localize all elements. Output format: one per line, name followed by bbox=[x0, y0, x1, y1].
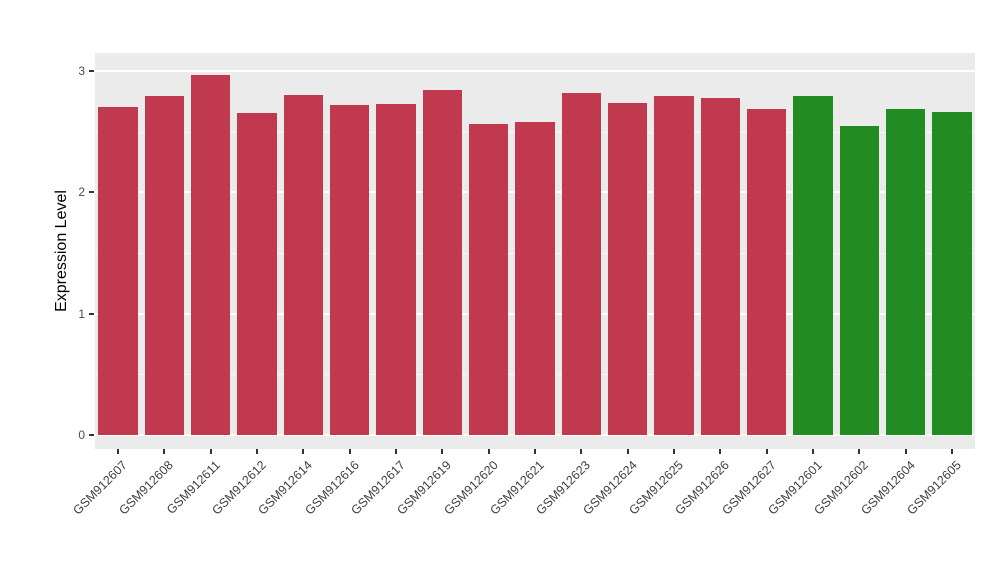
bar bbox=[98, 107, 138, 435]
x-tick-mark bbox=[858, 449, 861, 454]
y-tick-label: 1 bbox=[78, 306, 85, 321]
x-tick-label: GSM912605 bbox=[904, 458, 964, 518]
x-tick-mark bbox=[117, 449, 120, 454]
x-tick-mark bbox=[302, 449, 305, 454]
x-tick-mark bbox=[348, 449, 351, 454]
bar bbox=[330, 104, 370, 435]
bar bbox=[654, 96, 694, 435]
x-tick-label: GSM912627 bbox=[718, 458, 779, 518]
bar bbox=[793, 96, 833, 435]
y-tick-label: 3 bbox=[78, 64, 85, 78]
x-tick-mark bbox=[441, 449, 444, 454]
bar bbox=[885, 108, 926, 435]
bar bbox=[700, 97, 740, 435]
x-tick-mark bbox=[395, 449, 398, 454]
bar bbox=[283, 95, 324, 435]
x-tick-label: GSM912607 bbox=[70, 458, 131, 518]
x-tick-label: GSM912608 bbox=[116, 458, 177, 518]
x-tick-mark bbox=[487, 449, 490, 454]
bar bbox=[561, 92, 601, 435]
y-axis-title: Expression Level bbox=[53, 190, 70, 312]
x-tick-label: GSM912614 bbox=[255, 458, 316, 518]
x-tick-mark bbox=[209, 449, 212, 454]
bar bbox=[191, 74, 231, 435]
x-tick-mark bbox=[672, 449, 675, 454]
gridline-major bbox=[95, 70, 975, 72]
x-tick-mark bbox=[811, 449, 814, 454]
bar bbox=[376, 103, 416, 435]
y-tick-mark bbox=[89, 312, 94, 315]
x-tick-label: GSM912621 bbox=[487, 458, 547, 518]
plot-panel bbox=[95, 53, 975, 449]
x-tick-label: GSM912611 bbox=[163, 458, 223, 517]
x-tick-label: GSM912626 bbox=[672, 458, 733, 518]
y-tick-mark bbox=[89, 191, 94, 194]
x-tick-label: GSM912623 bbox=[533, 458, 594, 518]
x-tick-label: GSM912612 bbox=[209, 458, 269, 518]
x-tick-mark bbox=[534, 449, 536, 454]
x-tick-label: GSM912620 bbox=[441, 458, 501, 518]
x-tick-mark bbox=[950, 449, 953, 454]
bar bbox=[746, 108, 787, 435]
bar bbox=[607, 102, 648, 435]
x-tick-mark bbox=[626, 449, 629, 454]
y-tick-mark bbox=[89, 434, 94, 436]
bar bbox=[839, 125, 879, 435]
bar bbox=[144, 96, 185, 435]
bar bbox=[469, 124, 509, 435]
x-tick-label: GSM912624 bbox=[579, 458, 640, 518]
y-tick-mark bbox=[89, 70, 94, 72]
x-tick-mark bbox=[719, 449, 722, 454]
y-tick-label: 0 bbox=[78, 428, 85, 442]
x-tick-label: GSM912601 bbox=[765, 458, 825, 518]
x-tick-mark bbox=[580, 449, 583, 454]
bar bbox=[422, 90, 463, 435]
x-tick-mark bbox=[904, 449, 907, 454]
x-tick-mark bbox=[765, 449, 768, 454]
x-tick-mark bbox=[163, 449, 166, 454]
x-tick-label: GSM912617 bbox=[348, 458, 408, 518]
bar bbox=[515, 121, 555, 435]
x-tick-label: GSM912602 bbox=[811, 458, 872, 518]
x-tick-label: GSM912619 bbox=[394, 458, 455, 518]
gridline-major bbox=[95, 434, 975, 436]
x-tick-label: GSM912604 bbox=[857, 458, 918, 518]
bar bbox=[932, 112, 972, 435]
x-tick-label: GSM912625 bbox=[626, 458, 686, 518]
y-tick-label: 2 bbox=[78, 185, 85, 200]
x-tick-label: GSM912616 bbox=[302, 458, 362, 518]
bar bbox=[237, 113, 277, 435]
x-tick-mark bbox=[256, 449, 259, 454]
